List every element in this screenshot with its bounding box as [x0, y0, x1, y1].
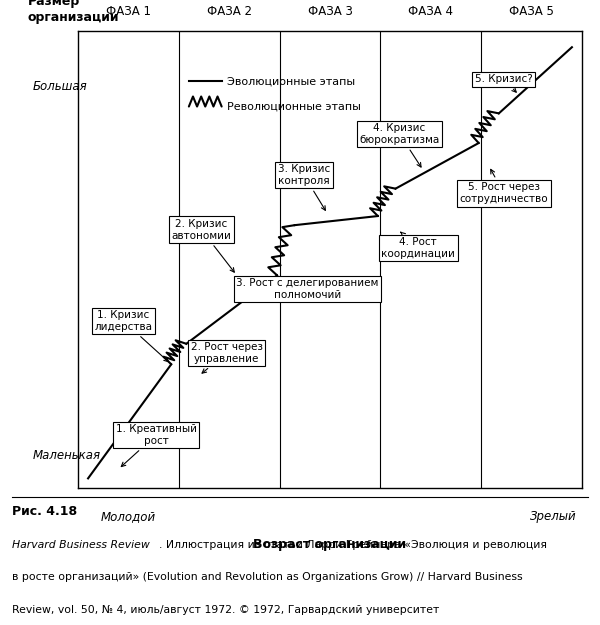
Text: 2. Рост через
управление: 2. Рост через управление	[191, 342, 263, 373]
Text: . Иллюстрация из статьи Ларри Грейнера «Эволюция и революция: . Иллюстрация из статьи Ларри Грейнера «…	[159, 540, 547, 550]
Text: ФАЗА 1: ФАЗА 1	[106, 4, 151, 18]
Text: Размер
организации: Размер организации	[28, 0, 119, 24]
Text: ФАЗА 4: ФАЗА 4	[408, 4, 454, 18]
Text: Зрелый: Зрелый	[530, 510, 577, 523]
Text: 4. Кризис
бюрократизма: 4. Кризис бюрократизма	[359, 123, 440, 167]
Text: Революционные этапы: Революционные этапы	[227, 101, 361, 111]
Text: Молодой: Молодой	[101, 510, 156, 523]
Text: ФАЗА 2: ФАЗА 2	[206, 4, 252, 18]
Text: Эволюционные этапы: Эволюционные этапы	[227, 76, 355, 86]
Text: Большая: Большая	[32, 79, 88, 92]
Text: 3. Кризис
контроля: 3. Кризис контроля	[278, 164, 330, 211]
Text: в росте организаций» (Evolution and Revolution as Organizations Grow) // Harvard: в росте организаций» (Evolution and Revo…	[12, 572, 523, 582]
Text: Рис. 4.18: Рис. 4.18	[12, 505, 77, 518]
Text: Review, vol. 50, № 4, июль/август 1972. © 1972, Гарвардский университет: Review, vol. 50, № 4, июль/август 1972. …	[12, 605, 439, 615]
Text: 5. Кризис?: 5. Кризис?	[475, 74, 533, 92]
Text: 5. Рост через
сотрудничество: 5. Рост через сотрудничество	[460, 169, 548, 204]
Text: 4. Рост
координации: 4. Рост координации	[381, 232, 455, 259]
Text: Harvard Business Review: Harvard Business Review	[12, 540, 150, 550]
Text: Маленькая: Маленькая	[32, 449, 101, 462]
Text: ФАЗА 3: ФАЗА 3	[308, 4, 352, 18]
Text: ФАЗА 5: ФАЗА 5	[509, 4, 554, 18]
Text: Возраст организации: Возраст организации	[253, 538, 407, 551]
Text: 2. Кризис
автономии: 2. Кризис автономии	[172, 219, 235, 272]
Text: 1. Креативный
рост: 1. Креативный рост	[116, 424, 197, 466]
Text: 3. Рост с делегированием
полномочий: 3. Рост с делегированием полномочий	[236, 278, 379, 300]
Text: 1. Кризис
лидерства: 1. Кризис лидерства	[94, 310, 168, 362]
